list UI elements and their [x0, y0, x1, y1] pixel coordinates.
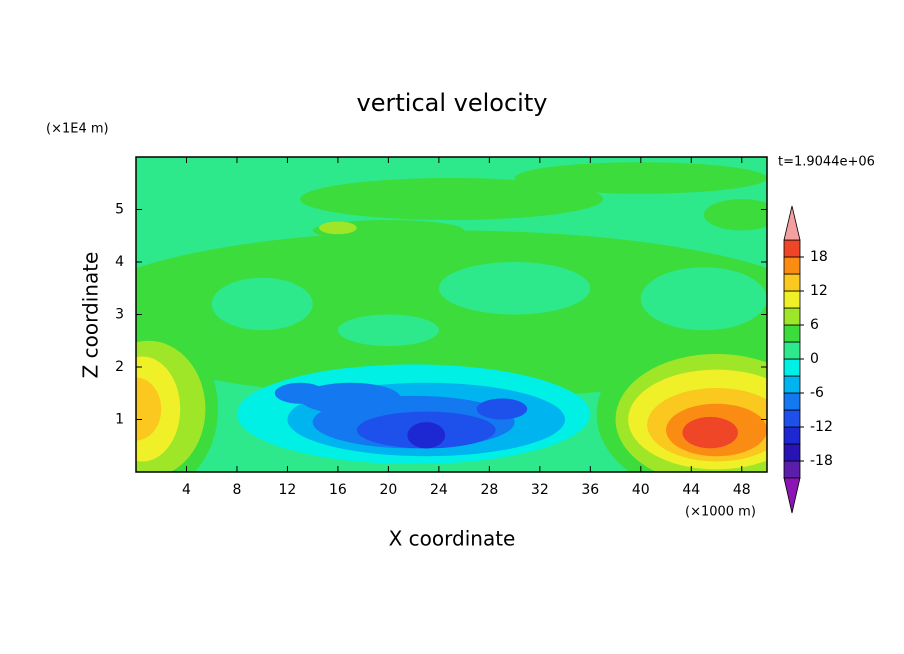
colorbar-tick-label: 12	[810, 283, 828, 299]
colorbar-box	[783, 307, 801, 326]
colorbar-tick-label: 18	[810, 249, 828, 265]
colorbar-tick-label: -12	[810, 419, 833, 435]
x-tick-label: 16	[329, 482, 347, 498]
y-unit: (×1E4 m)	[46, 122, 109, 137]
x-axis-title: X coordinate	[389, 527, 516, 551]
contour-region	[703, 199, 767, 231]
colorbar-tick-label: -18	[810, 453, 833, 469]
x-tick-label: 8	[232, 482, 241, 498]
contour-region	[438, 262, 591, 315]
contour-region	[300, 178, 603, 220]
colorbar-tick-label: -6	[810, 385, 824, 401]
colorbar-box	[783, 341, 801, 360]
x-tick-label: 20	[379, 482, 397, 498]
contour-region	[318, 221, 357, 235]
x-tick-label: 36	[581, 482, 599, 498]
contour-region	[300, 382, 402, 415]
contour-region	[211, 277, 313, 331]
contour-region	[682, 416, 738, 449]
contour-field	[136, 157, 767, 472]
annotation: t=1.9044e+06	[778, 155, 875, 170]
contour-region	[337, 314, 439, 346]
colorbar-box	[783, 324, 801, 343]
chart-title: vertical velocity	[357, 89, 548, 117]
y-tick-label: 5	[115, 202, 124, 218]
colorbar-tick-label: 6	[810, 317, 819, 333]
colorbar-box	[783, 392, 801, 411]
x-tick-label: 32	[531, 482, 549, 498]
contour-region	[514, 162, 767, 194]
contour-region	[640, 267, 767, 331]
x-tick-label: 44	[682, 482, 700, 498]
colorbar-box	[783, 426, 801, 445]
x-tick-label: 40	[632, 482, 650, 498]
contour-region	[136, 230, 767, 399]
x-tick-label: 24	[430, 482, 448, 498]
contour-region	[136, 377, 162, 441]
colorbar-box	[783, 443, 801, 462]
x-tick-label: 48	[733, 482, 751, 498]
x-tick-label: 4	[182, 482, 191, 498]
contour-region	[274, 382, 326, 404]
x-unit: (×1000 m)	[685, 505, 756, 520]
x-tick-label: 12	[279, 482, 297, 498]
colorbar-box	[783, 375, 801, 394]
colorbar-over	[783, 205, 801, 241]
contour-region	[407, 422, 446, 449]
colorbar-box	[783, 256, 801, 275]
y-tick-label: 3	[115, 307, 124, 323]
colorbar-box	[783, 239, 801, 258]
colorbar-under	[783, 477, 801, 514]
colorbar-box	[783, 409, 801, 428]
y-tick-label: 2	[115, 359, 124, 375]
colorbar-box	[783, 460, 801, 479]
colorbar-box	[783, 273, 801, 292]
y-axis-title: Z coordinate	[79, 252, 103, 379]
colorbar-box	[783, 290, 801, 309]
x-tick-label: 28	[480, 482, 498, 498]
colorbar-box	[783, 358, 801, 377]
y-tick-label: 4	[115, 254, 124, 270]
y-tick-label: 1	[115, 412, 124, 428]
contour-region	[476, 398, 528, 420]
colorbar-tick-label: 0	[810, 351, 819, 367]
